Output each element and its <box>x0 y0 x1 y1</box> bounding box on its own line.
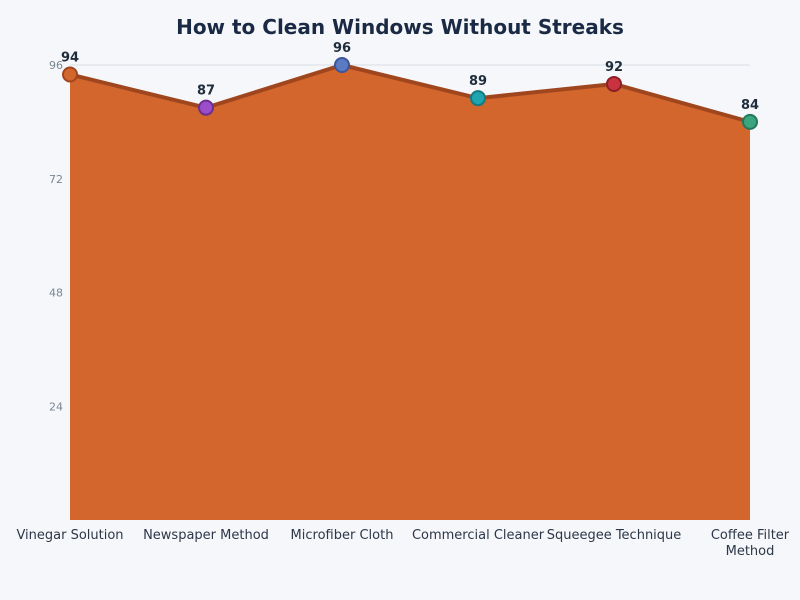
y-tick-label: 96 <box>49 59 63 72</box>
chart-title: How to Clean Windows Without Streaks <box>176 15 624 39</box>
data-label: 87 <box>197 84 215 99</box>
x-axis-ticks: Vinegar Solution Newspaper Method Microfib… <box>16 528 789 559</box>
data-point <box>62 66 78 83</box>
y-tick-label: 72 <box>49 173 63 186</box>
x-tick-label-line: Vinegar Solution <box>16 528 123 543</box>
x-tick-label-line: Microfiber Cloth <box>291 528 394 543</box>
y-tick-label: 24 <box>49 400 63 413</box>
data-point <box>334 57 350 73</box>
x-tick-label-line: Coffee Filter <box>711 528 790 543</box>
y-tick-label: 48 <box>49 287 63 300</box>
x-tick-label: Microfiber Cloth <box>291 528 394 543</box>
x-tick-label: Coffee Filter Method <box>711 528 790 559</box>
data-point <box>742 113 758 130</box>
x-tick-label: Commercial Cleaner <box>412 528 545 543</box>
data-label: 92 <box>605 60 623 75</box>
data-point <box>470 90 486 107</box>
x-tick-label: Vinegar Solution <box>16 528 123 543</box>
x-tick-label-line: Commercial Cleaner <box>412 528 545 543</box>
data-point <box>198 99 214 116</box>
data-label: 84 <box>741 98 759 113</box>
y-axis-ticks: 24 48 72 96 <box>49 59 63 413</box>
series-line <box>69 63 751 124</box>
x-tick-label: Squeegee Technique <box>547 528 682 543</box>
area-series <box>69 63 751 520</box>
x-tick-label-line: Squeegee Technique <box>547 528 682 543</box>
data-label: 89 <box>469 74 487 89</box>
data-label: 96 <box>333 41 351 56</box>
x-tick-label: Newspaper Method <box>143 528 269 543</box>
data-markers <box>62 57 758 130</box>
data-point <box>606 75 622 92</box>
data-label: 94 <box>61 50 79 65</box>
x-tick-label-line: Newspaper Method <box>143 528 269 543</box>
x-tick-label-line: Method <box>726 544 775 559</box>
data-labels: 94 87 96 89 92 84 <box>61 41 759 113</box>
area-fill <box>70 65 750 520</box>
